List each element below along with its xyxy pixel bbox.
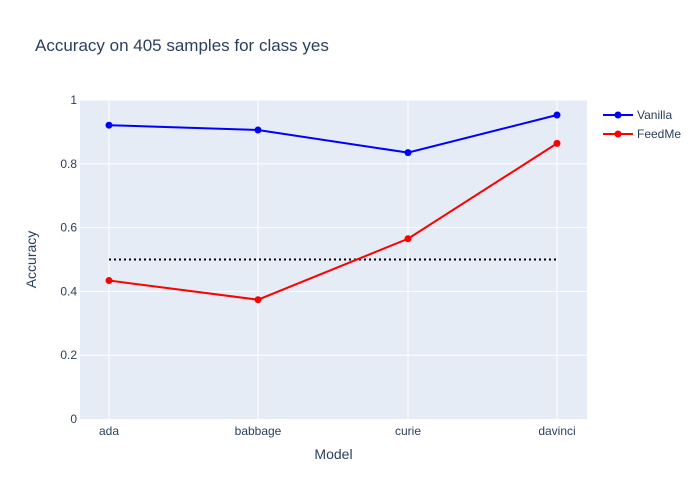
series-line-feedme <box>108 142 558 301</box>
legend[interactable]: Vanilla FeedMe <box>603 108 681 141</box>
data-point-feedme <box>254 296 262 304</box>
y-tick-label: 1 <box>70 93 77 107</box>
y-tick-label: 0.8 <box>60 157 77 171</box>
y-tick-label: 0.2 <box>60 348 77 362</box>
y-tick-label: 0.6 <box>60 221 77 235</box>
x-tick-label: curie <box>395 424 421 438</box>
series-line-vanilla <box>108 114 558 154</box>
data-point-vanilla <box>105 121 113 129</box>
data-point-feedme <box>553 139 561 147</box>
legend-item-vanilla[interactable]: Vanilla <box>603 108 672 122</box>
x-tick-label: babbage <box>235 424 282 438</box>
legend-item-feedme[interactable]: FeedMe <box>603 127 681 141</box>
legend-swatch-marker <box>614 111 622 119</box>
series-group <box>105 111 561 304</box>
y-axis-title: Accuracy <box>23 231 39 289</box>
chart-title: Accuracy on 405 samples for class yes <box>35 36 329 55</box>
y-tick-label: 0.4 <box>60 284 77 298</box>
x-axis-ticks: ada babbage curie davinci <box>99 424 576 438</box>
x-tick-label: ada <box>99 424 119 438</box>
legend-swatch-marker <box>614 130 622 138</box>
y-axis-ticks: 0 0.2 0.4 0.6 0.8 1 <box>60 93 77 426</box>
y-tick-label: 0 <box>70 412 77 426</box>
data-point-feedme <box>105 277 113 285</box>
x-tick-label: davinci <box>538 424 575 438</box>
data-point-vanilla <box>254 126 262 134</box>
x-axis-title: Model <box>314 446 352 462</box>
data-point-feedme <box>404 235 412 243</box>
data-point-vanilla <box>553 111 561 119</box>
data-point-vanilla <box>404 149 412 157</box>
legend-label: Vanilla <box>637 108 672 122</box>
legend-label: FeedMe <box>637 127 681 141</box>
